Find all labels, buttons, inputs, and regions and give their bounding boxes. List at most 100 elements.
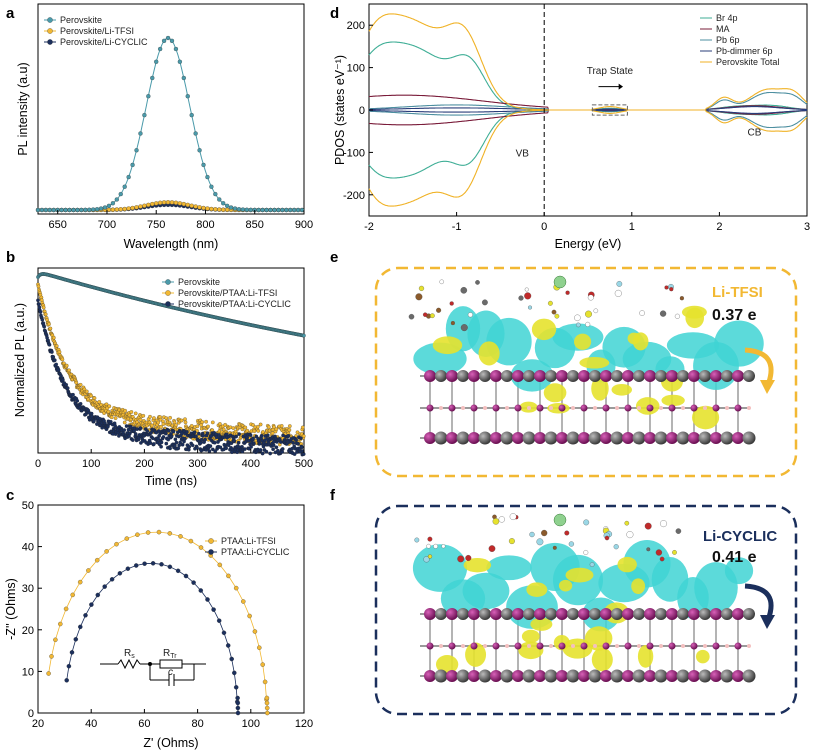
atom-gray (523, 608, 535, 620)
atom-purple (468, 432, 480, 444)
atom-hydrogen (637, 406, 641, 410)
panel-c-point (233, 585, 239, 591)
charge-density-yellow (611, 383, 632, 396)
panel-a-point (158, 200, 163, 205)
panel-b-point (173, 437, 178, 442)
panel-a-point (189, 112, 194, 118)
panel-b-point (159, 444, 163, 449)
panel-a-series-line (38, 37, 304, 211)
annotation-trap-state: Trap State (587, 66, 634, 77)
panel-b-point (65, 386, 70, 390)
panel-b-chart: 0 100 200 300 400 500 PerovskitePerovskite/PT… (13, 267, 313, 488)
molecule-atom (460, 287, 468, 294)
panel-a-point (225, 203, 230, 208)
molecule-atom (449, 301, 454, 306)
panel-d-xlabel: Energy (eV) (555, 237, 622, 251)
atom-purple (668, 404, 676, 412)
charge-density-yellow (627, 332, 641, 345)
panel-b-point (296, 441, 300, 446)
panel-c-xlabel: Z' (Ohms) (143, 736, 198, 750)
atom-purple (446, 670, 458, 682)
panel-c-point (264, 700, 270, 706)
panel-a-point (209, 184, 214, 189)
charge-density-cyan (714, 320, 764, 367)
panel-a-chart: 650 700 750 800 850 900 PerovskitePerovskite/… (16, 3, 313, 251)
charge-density-yellow (521, 629, 540, 643)
atom-purple (424, 608, 436, 620)
panel-b-point (60, 357, 65, 362)
panel-b-point (204, 419, 208, 424)
panel-a-point (142, 203, 147, 208)
molecule-atom (626, 531, 634, 539)
panel-c-point (252, 629, 258, 634)
panel-b-point (242, 447, 247, 451)
panel-a-point (39, 207, 45, 213)
panel-a-point (299, 207, 305, 213)
panel-b-point (71, 392, 75, 397)
atom-purple (468, 370, 480, 382)
atom-purple (446, 608, 458, 620)
panel-b-point (128, 431, 132, 436)
panel-b-point (168, 446, 172, 451)
molecule-atom (585, 321, 591, 327)
atom-purple (734, 642, 742, 650)
legend-entry: Perovskite/Li-CYCLIC (60, 37, 148, 47)
panel-c-point (53, 637, 58, 643)
atom-hydrogen (439, 406, 443, 410)
panel-f-arrowhead-icon (760, 615, 775, 629)
panel-b-point (57, 350, 62, 354)
legend-marker (208, 538, 214, 544)
panel-b-point (287, 428, 292, 432)
panel-a-point (110, 207, 116, 212)
panel-b-point (130, 438, 135, 442)
panel-c-point (124, 536, 130, 541)
panel-b-point (37, 305, 42, 310)
panel-b-point (36, 284, 41, 289)
panel-a-point (67, 207, 72, 213)
charge-density-yellow (579, 356, 610, 369)
atom-gray (479, 608, 491, 620)
panel-b-point (75, 399, 80, 403)
panel-a-point (169, 200, 175, 205)
panel-b-point (185, 430, 189, 434)
panel-b-xtick-label: 0 (35, 458, 41, 470)
panel-a-point (114, 207, 119, 212)
atom-purple (624, 642, 632, 650)
atom-hydrogen (747, 406, 751, 410)
panel-b-point (64, 363, 69, 368)
panel-b-point (183, 420, 188, 425)
charge-density-cyan (412, 544, 468, 592)
panel-b-point (180, 442, 185, 447)
panel-a-point (83, 207, 88, 213)
lithium-atom (553, 275, 567, 289)
panel-b-point (208, 444, 213, 448)
atom-purple (492, 642, 500, 650)
charge-density-yellow (661, 394, 685, 407)
legend-marker (165, 279, 171, 285)
atom-purple (578, 432, 590, 444)
atom-purple (644, 432, 656, 444)
atom-gray (434, 431, 448, 445)
panel-c-point (188, 538, 194, 544)
panel-b-point (234, 434, 239, 439)
panel-d-xtick-label: 1 (629, 221, 635, 233)
panel-a-point (134, 205, 139, 210)
panel-a-point (146, 202, 151, 208)
charge-density-yellow (435, 654, 459, 674)
panel-label-a: a (6, 5, 15, 22)
atom-purple (622, 608, 634, 620)
panel-a-point (181, 75, 186, 81)
atom-purple (690, 404, 698, 412)
panel-c-point (225, 643, 231, 648)
molecule-atom (646, 547, 651, 552)
atom-gray (676, 431, 690, 445)
panel-b-point (248, 433, 253, 437)
molecule-atom (614, 289, 622, 297)
atom-purple (600, 370, 612, 382)
panel-b-point (258, 422, 263, 427)
molecule-atom (508, 538, 515, 545)
panel-a-point (118, 207, 123, 212)
atom-purple (512, 432, 524, 444)
panel-a-point (102, 205, 108, 210)
atom-purple (512, 670, 524, 682)
